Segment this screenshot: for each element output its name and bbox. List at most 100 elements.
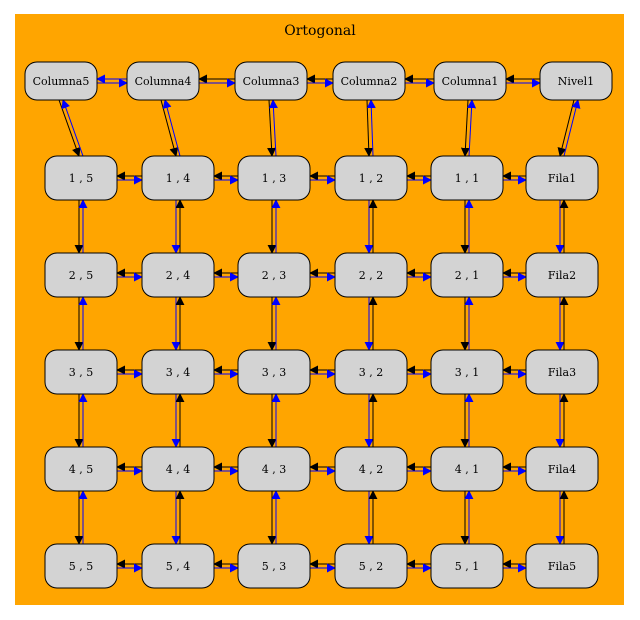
grid-node-r5-c5-box (525, 543, 599, 589)
grid-node-r3-c5: Fila3 (525, 349, 599, 395)
grid-node-r3-c2: 3 , 3 (237, 349, 311, 395)
grid-node-r5-c2-label: 5 , 3 (262, 560, 287, 573)
grid-node-r2-c5-box (525, 252, 599, 298)
grid-node-r5-c0-box (44, 543, 118, 589)
grid-node-r2-c3-box (334, 252, 408, 298)
col-2-header-edge-up (268, 99, 278, 157)
grid-node-r2-c0-box (44, 252, 118, 298)
grid-node-r3-c5-box (525, 349, 599, 395)
header-node-5: Nivel1 (539, 61, 613, 101)
grid-node-r1-c0: 1 , 5 (44, 155, 118, 201)
grid-node-r4-c5-box (525, 446, 599, 492)
col-3-header-edge-down (364, 99, 374, 157)
col-4-header-edge-down (460, 99, 470, 157)
grid-node-r2-c2-label: 2 , 3 (262, 269, 287, 282)
grid-node-r3-c2-label: 3 , 3 (262, 366, 287, 379)
header-node-3: Columna2 (332, 61, 406, 101)
grid-node-r1-c5-label: Fila1 (548, 172, 576, 185)
grid-node-r3-c4: 3 , 1 (430, 349, 504, 395)
grid-node-r2-c3: 2 , 2 (334, 252, 408, 298)
grid-node-r3-c5-label: Fila3 (548, 366, 576, 379)
grid-node-r2-c2-box (237, 252, 311, 298)
grid-node-r4-c3-box (334, 446, 408, 492)
grid-node-r1-c4: 1 , 1 (430, 155, 504, 201)
col-4-header-edge-up (467, 99, 477, 157)
grid-node-r1-c5-box (525, 155, 599, 201)
header-node-3-label: Columna2 (341, 75, 398, 88)
header-node-3-box (332, 61, 406, 101)
grid-node-r1-c1-label: 1 , 4 (166, 172, 191, 185)
grid-node-r3-c3-box (334, 349, 408, 395)
grid-node-r5-c0-label: 5 , 5 (69, 560, 94, 573)
edges-layer (58, 74, 581, 573)
grid-node-r2-c5: Fila2 (525, 252, 599, 298)
header-node-4-box (433, 61, 507, 101)
grid-node-r1-c2: 1 , 3 (237, 155, 311, 201)
header-node-5-label: Nivel1 (558, 75, 594, 88)
grid-node-r5-c2-box (237, 543, 311, 589)
grid-node-r2-c3-label: 2 , 2 (359, 269, 384, 282)
grid-node-r3-c4-label: 3 , 1 (455, 366, 480, 379)
grid-node-r2-c0: 2 , 5 (44, 252, 118, 298)
grid-node-r1-c2-box (237, 155, 311, 201)
grid-node-r5-c4-box (430, 543, 504, 589)
grid-node-r4-c0: 4 , 5 (44, 446, 118, 492)
grid-node-r4-c2-box (237, 446, 311, 492)
grid-node-r4-c3-label: 4 , 2 (359, 463, 384, 476)
grid-node-r5-c5-label: Fila5 (548, 560, 576, 573)
header-node-5-box (539, 61, 613, 101)
grid-node-r4-c4-box (430, 446, 504, 492)
grid-node-r1-c1-box (141, 155, 215, 201)
grid-node-r3-c0-box (44, 349, 118, 395)
grid-node-r2-c1-label: 2 , 4 (166, 269, 191, 282)
grid-node-r4-c5: Fila4 (525, 446, 599, 492)
grid-node-r2-c4: 2 , 1 (430, 252, 504, 298)
grid-node-r1-c2-label: 1 , 3 (262, 172, 287, 185)
grid-node-r4-c1-box (141, 446, 215, 492)
grid-node-r1-c0-box (44, 155, 118, 201)
grid-node-r4-c5-label: Fila4 (548, 463, 576, 476)
col-2-header-edge-down (267, 99, 277, 157)
grid-node-r2-c5-label: Fila2 (548, 269, 576, 282)
grid-node-r1-c4-box (430, 155, 504, 201)
cluster-title: Ortogonal (284, 23, 356, 39)
grid-node-r2-c1-box (141, 252, 215, 298)
grid-node-r4-c4: 4 , 1 (430, 446, 504, 492)
grid-node-r4-c0-box (44, 446, 118, 492)
grid-node-r3-c2-box (237, 349, 311, 395)
grid-node-r2-c0-label: 2 , 5 (69, 269, 94, 282)
header-node-4: Columna1 (433, 61, 507, 101)
nodes-layer: Columna5 Columna4 Columna3 Columna2 Columna1… (24, 61, 613, 589)
grid-node-r5-c5: Fila5 (525, 543, 599, 589)
grid-node-r5-c3: 5 , 2 (334, 543, 408, 589)
grid-node-r2-c1: 2 , 4 (141, 252, 215, 298)
header-node-2-label: Columna3 (243, 75, 300, 88)
grid-node-r5-c2: 5 , 3 (237, 543, 311, 589)
grid-node-r3-c0-label: 3 , 5 (69, 366, 94, 379)
grid-node-r4-c1: 4 , 4 (141, 446, 215, 492)
grid-node-r4-c0-label: 4 , 5 (69, 463, 94, 476)
col-0-header-edge-up (61, 99, 84, 157)
grid-node-r1-c1: 1 , 4 (141, 155, 215, 201)
header-node-2: Columna3 (234, 61, 308, 101)
grid-node-r2-c2: 2 , 3 (237, 252, 311, 298)
grid-node-r4-c4-label: 4 , 1 (455, 463, 480, 476)
grid-node-r5-c1-box (141, 543, 215, 589)
header-node-0-label: Columna5 (33, 75, 90, 88)
grid-node-r5-c3-label: 5 , 2 (359, 560, 384, 573)
grid-node-r1-c4-label: 1 , 1 (455, 172, 480, 185)
grid-node-r2-c4-box (430, 252, 504, 298)
grid-node-r5-c4: 5 , 1 (430, 543, 504, 589)
col-5-header-edge-up (563, 99, 581, 157)
header-node-1: Columna4 (126, 61, 200, 101)
header-node-2-box (234, 61, 308, 101)
grid-node-r5-c4-label: 5 , 1 (455, 560, 480, 573)
header-node-0-box (24, 61, 98, 101)
col-0-header-edge-down (58, 99, 81, 157)
grid-node-r3-c1: 3 , 4 (141, 349, 215, 395)
grid-node-r5-c3-box (334, 543, 408, 589)
grid-node-r1-c3-label: 1 , 2 (359, 172, 384, 185)
grid-node-r4-c3: 4 , 2 (334, 446, 408, 492)
grid-node-r3-c1-box (141, 349, 215, 395)
